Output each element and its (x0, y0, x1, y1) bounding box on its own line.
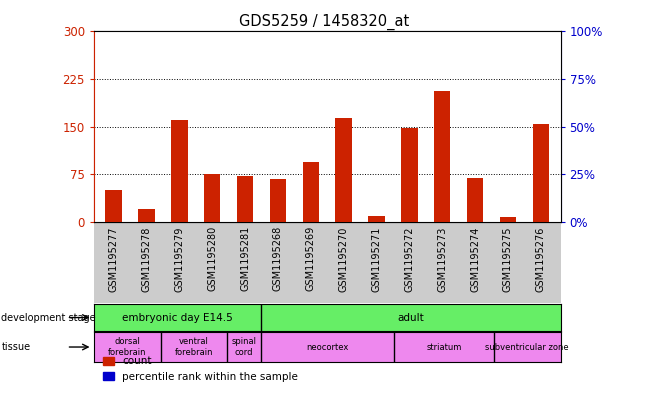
Bar (303, 162, 319, 222)
Text: ventral
forebrain: ventral forebrain (175, 337, 213, 357)
Bar (336, 118, 352, 222)
Text: dorsal
forebrain: dorsal forebrain (108, 337, 146, 357)
Text: development stage: development stage (1, 312, 96, 323)
Text: GDS5259 / 1458320_at: GDS5259 / 1458320_at (239, 14, 409, 30)
Text: embryonic day E14.5: embryonic day E14.5 (122, 312, 233, 323)
Bar (106, 190, 122, 222)
Text: spinal
cord: spinal cord (231, 337, 257, 357)
Bar (171, 120, 188, 222)
Bar (500, 217, 516, 222)
Legend: count, percentile rank within the sample: count, percentile rank within the sample (99, 352, 302, 386)
Bar (204, 174, 220, 222)
Bar (368, 216, 385, 222)
Text: adult: adult (397, 312, 424, 323)
Bar (270, 179, 286, 222)
Text: striatum: striatum (426, 343, 461, 351)
Bar (237, 176, 253, 222)
Text: neocortex: neocortex (306, 343, 349, 351)
Text: tissue: tissue (1, 342, 30, 352)
Bar (467, 178, 483, 222)
Bar (138, 209, 155, 222)
Bar (401, 128, 417, 222)
Text: subventricular zone: subventricular zone (485, 343, 569, 351)
Bar (434, 90, 450, 222)
Bar (533, 123, 549, 222)
